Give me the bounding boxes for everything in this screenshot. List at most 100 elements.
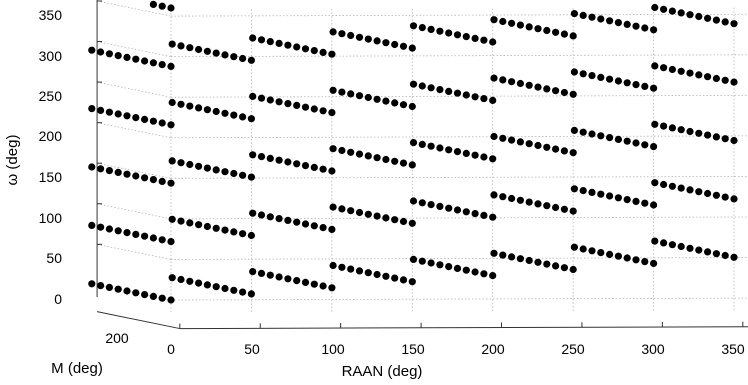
data-point xyxy=(195,221,202,228)
data-point xyxy=(258,270,265,277)
data-point xyxy=(695,247,702,254)
data-point xyxy=(328,167,335,174)
data-point xyxy=(686,11,693,18)
data-point xyxy=(409,103,416,110)
data-point xyxy=(669,124,676,131)
data-point xyxy=(338,264,345,271)
data-point xyxy=(347,149,354,156)
z-tick-label: 300 xyxy=(39,48,63,64)
data-point xyxy=(713,75,720,82)
data-point xyxy=(267,38,274,45)
data-point xyxy=(213,108,220,115)
data-point xyxy=(552,87,559,94)
grid-line xyxy=(171,55,748,57)
data-point xyxy=(249,93,256,100)
data-point xyxy=(678,126,685,133)
data-point xyxy=(123,112,130,119)
data-point xyxy=(320,282,327,289)
data-point xyxy=(330,87,337,94)
data-point xyxy=(311,222,318,229)
data-point xyxy=(419,258,426,265)
grid-line xyxy=(171,14,748,16)
data-point xyxy=(330,262,337,269)
data-point xyxy=(311,281,318,288)
data-point xyxy=(517,255,524,262)
data-point xyxy=(115,227,122,234)
data-point xyxy=(328,226,335,233)
data-point xyxy=(606,76,613,83)
data-point xyxy=(330,145,337,152)
data-point xyxy=(730,79,737,86)
data-point xyxy=(428,143,435,150)
data-point xyxy=(132,114,139,121)
data-point xyxy=(382,214,389,221)
z-tick-label: 350 xyxy=(39,7,63,23)
grid-line xyxy=(97,82,171,97)
data-point xyxy=(249,151,256,158)
data-point xyxy=(588,189,595,196)
data-point xyxy=(284,217,291,224)
data-point xyxy=(651,62,658,69)
data-point xyxy=(150,293,157,300)
data-point xyxy=(106,284,113,291)
data-point xyxy=(588,72,595,79)
data-point xyxy=(570,149,577,156)
data-point xyxy=(150,1,157,8)
data-point xyxy=(374,271,381,278)
data-point xyxy=(365,94,372,101)
data-point xyxy=(571,244,578,251)
data-point xyxy=(365,36,372,43)
data-point xyxy=(239,113,246,120)
data-point xyxy=(400,160,407,167)
data-point xyxy=(177,101,184,108)
data-point xyxy=(221,110,228,117)
data-point xyxy=(167,296,174,303)
data-point xyxy=(669,66,676,73)
data-point xyxy=(186,161,193,168)
data-point xyxy=(713,192,720,199)
data-point xyxy=(660,239,667,246)
grid-lines xyxy=(97,1,748,312)
data-point xyxy=(669,8,676,15)
data-point xyxy=(382,39,389,46)
grid-line xyxy=(171,136,748,138)
data-point xyxy=(302,45,309,52)
data-point xyxy=(419,24,426,31)
data-point xyxy=(248,232,255,239)
data-point xyxy=(177,218,184,225)
data-point xyxy=(571,127,578,134)
grid-line xyxy=(171,217,748,219)
data-point xyxy=(499,252,506,259)
data-point xyxy=(490,191,497,198)
data-point xyxy=(267,96,274,103)
data-point xyxy=(374,37,381,44)
data-point xyxy=(472,210,479,217)
data-point xyxy=(328,109,335,116)
data-point xyxy=(597,15,604,22)
data-point xyxy=(177,159,184,166)
data-point xyxy=(88,105,95,112)
data-point xyxy=(669,241,676,248)
data-point xyxy=(213,50,220,57)
data-point xyxy=(508,137,515,144)
x-tick-label: 50 xyxy=(244,341,260,357)
data-point xyxy=(526,199,533,206)
data-point xyxy=(686,70,693,77)
data-point xyxy=(678,185,685,192)
data-point xyxy=(409,278,416,285)
data-point xyxy=(650,260,657,267)
axes xyxy=(97,0,748,329)
data-point xyxy=(570,91,577,98)
data-point xyxy=(517,22,524,29)
data-point xyxy=(480,153,487,160)
data-point xyxy=(258,95,265,102)
data-point xyxy=(463,33,470,40)
data-point xyxy=(650,143,657,150)
data-point xyxy=(428,26,435,33)
data-point xyxy=(489,272,496,279)
data-point xyxy=(311,105,318,112)
data-point xyxy=(347,266,354,273)
data-point xyxy=(561,89,568,96)
data-point xyxy=(410,22,417,29)
data-point xyxy=(480,270,487,277)
